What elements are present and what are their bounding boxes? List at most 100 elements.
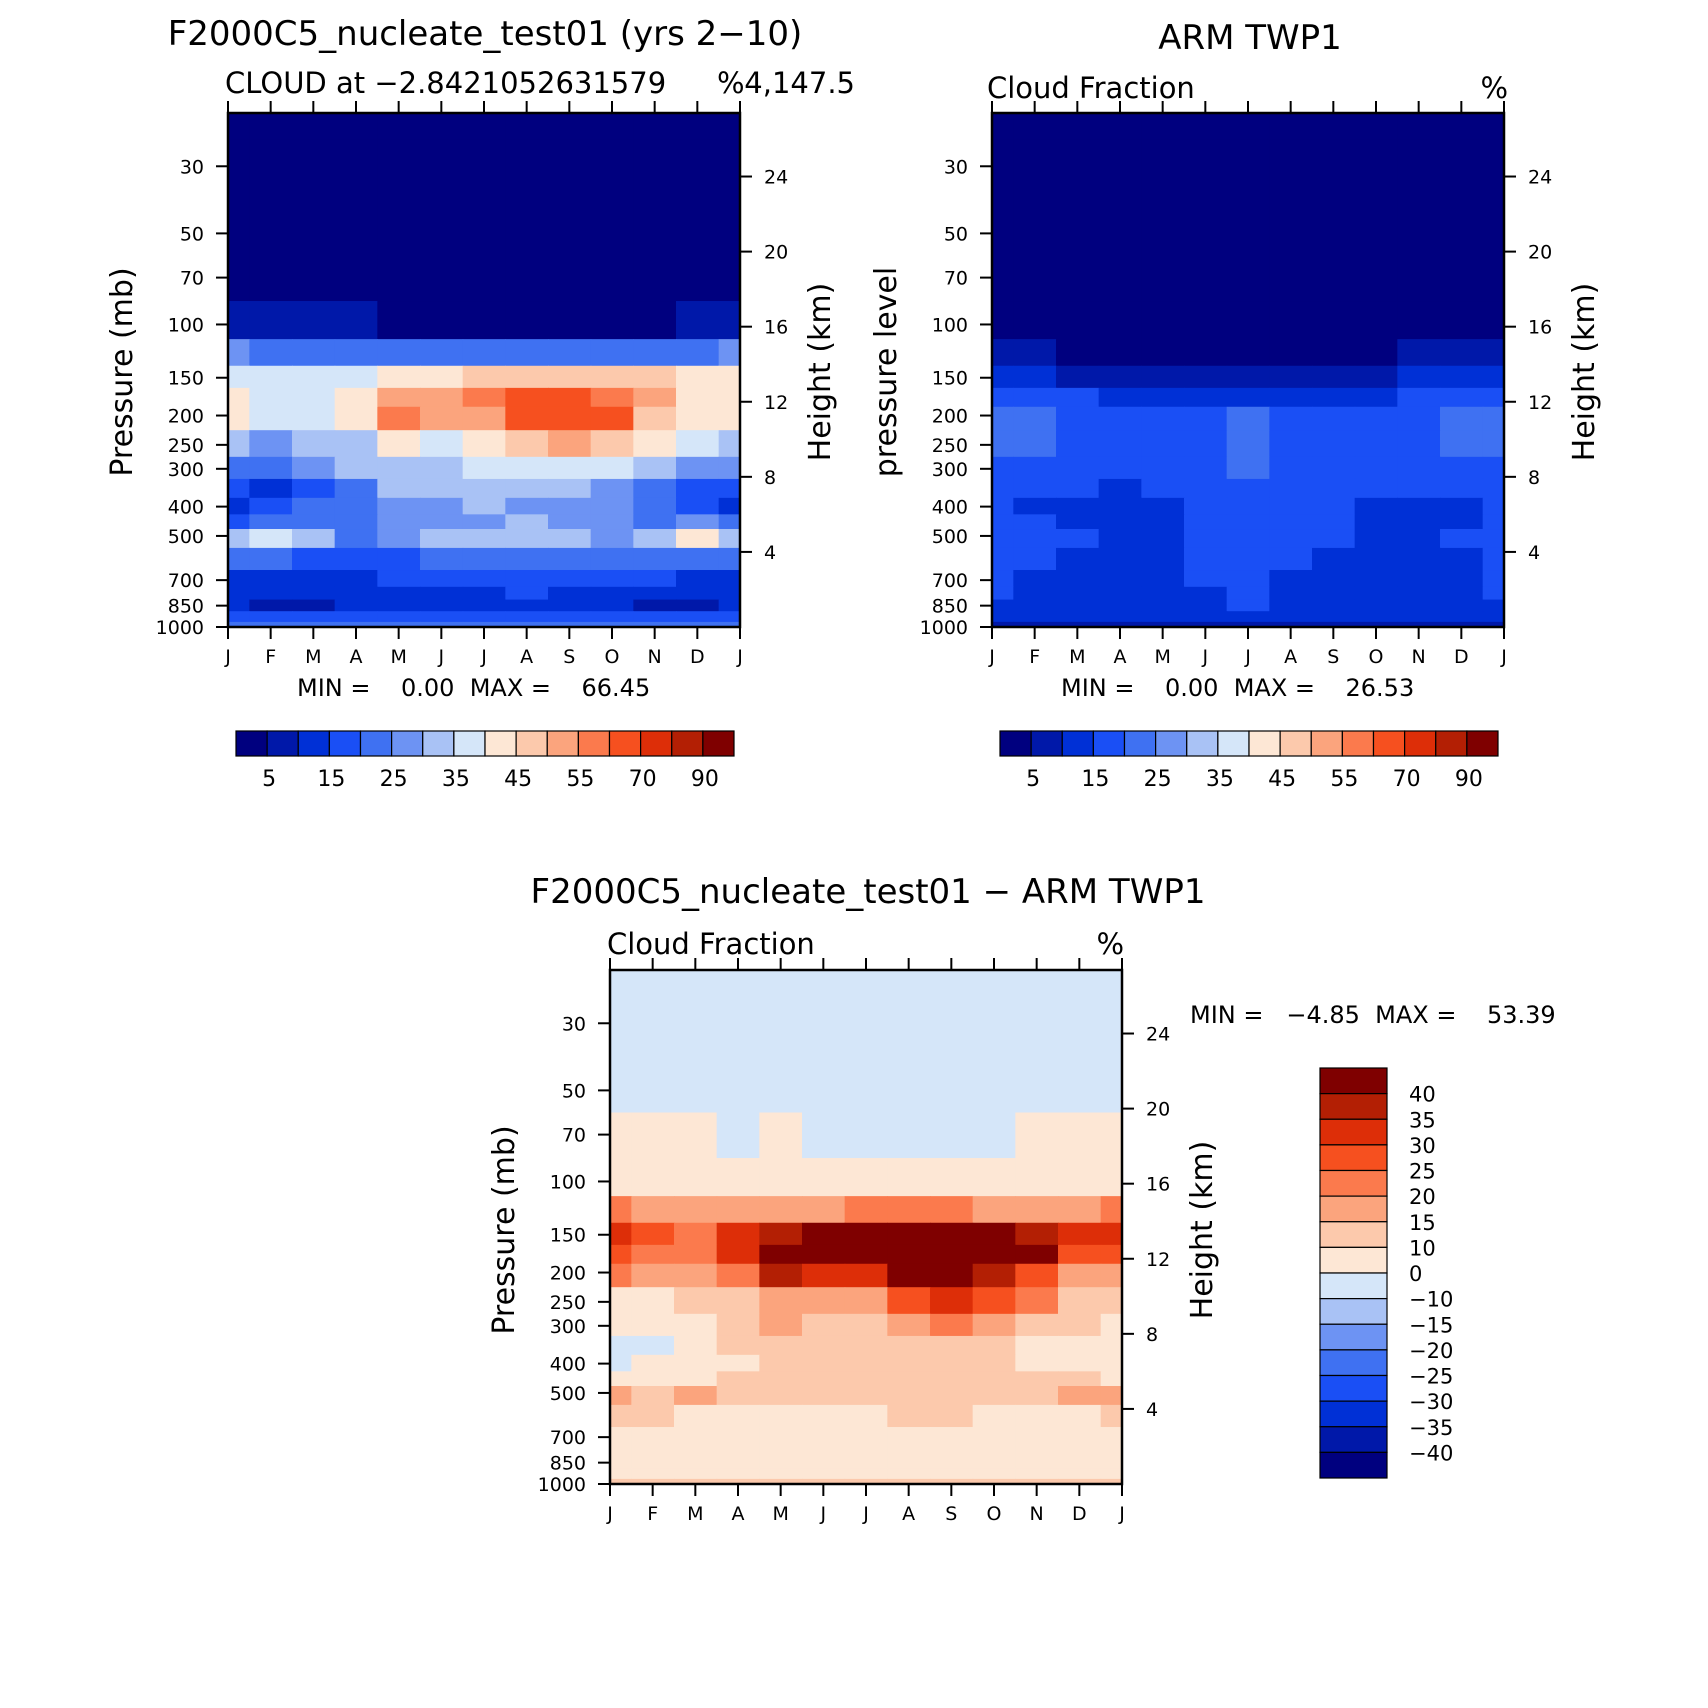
heatmap-cell (462, 139, 506, 201)
heatmap-cell (887, 1404, 931, 1428)
heatmap-cell (1098, 255, 1142, 302)
heatmap-cell (1312, 199, 1356, 257)
heatmap-cell (1015, 1404, 1059, 1428)
heatmap-cell (718, 339, 741, 367)
y-tick-label: 300 (932, 459, 968, 481)
heatmap-cell (1056, 570, 1100, 588)
heatmap-cell (718, 199, 741, 257)
heatmap-cell (1226, 514, 1270, 530)
y-tick-label: 400 (932, 497, 968, 519)
heatmap-cell (1141, 586, 1185, 601)
heatmap-cell (1482, 570, 1505, 588)
heatmap-cell (992, 339, 1014, 367)
y-tick-label: 70 (944, 268, 968, 290)
heatmap-cell (674, 1386, 718, 1406)
heatmap-cell (1184, 547, 1228, 571)
heatmap-cell (1098, 586, 1142, 601)
heatmap-cell (1056, 365, 1100, 389)
heatmap-cell (718, 456, 741, 480)
heatmap-cell (420, 365, 464, 389)
heatmap-cell (802, 1468, 846, 1480)
x-tick-label: F (1029, 646, 1040, 668)
heatmap-cell (759, 1371, 803, 1387)
heatmap-cell (1312, 387, 1356, 408)
heatmap-cell (1397, 339, 1441, 367)
x-tick-label: M (305, 646, 321, 668)
heatmap-cell (1354, 113, 1398, 141)
colorbar-label: 45 (1268, 767, 1296, 792)
heatmap-cells (228, 113, 741, 628)
heatmap-cell (228, 301, 250, 340)
heatmap-cell (992, 387, 1014, 408)
heatmap-cell (1184, 365, 1228, 389)
heatmap-cell (505, 456, 549, 480)
colorbar-label: 35 (1409, 1108, 1436, 1132)
heatmap-cell (249, 599, 293, 612)
heatmap-cell (972, 1056, 1016, 1114)
heatmap-cell (1098, 430, 1142, 458)
heatmap-cell (1482, 514, 1505, 530)
heatmap-cell (1482, 113, 1505, 141)
heatmap-cell (1226, 611, 1270, 623)
heatmap-cell (1056, 547, 1100, 571)
y-tick-label: 150 (550, 1225, 586, 1247)
heatmap-cell (674, 1313, 718, 1337)
heatmap-cell (1141, 621, 1185, 628)
y-tick-label: 70 (562, 1125, 586, 1147)
panel-obs-ylabel: pressure level (869, 267, 904, 477)
colorbar-box (453, 730, 486, 757)
heatmap-cell (249, 430, 293, 458)
heatmap-cell (1098, 199, 1142, 257)
heatmap-cell (1397, 430, 1441, 458)
y-tick-label: 400 (168, 497, 204, 519)
panel-model-minmax: MIN = 0.00 MAX = 66.45 (297, 674, 650, 702)
heatmap-cell (1013, 478, 1057, 499)
heatmap-cell (1312, 514, 1356, 530)
heatmap-cell (1226, 497, 1270, 515)
heatmap-cell (844, 1354, 888, 1372)
heatmap-cell (633, 478, 677, 499)
heatmap-cell (505, 430, 549, 458)
heatmap-cell (674, 1443, 718, 1458)
heatmap-cell (377, 255, 421, 302)
heatmap-cell (1056, 529, 1100, 549)
heatmap-cell (676, 301, 720, 340)
colorbar-box (391, 730, 424, 757)
heatmap-cell (1184, 621, 1228, 628)
heatmap-cell (633, 255, 677, 302)
heatmap-cell (1440, 599, 1484, 612)
heatmap-cell (334, 570, 378, 588)
heatmap-cell (1098, 339, 1142, 367)
x-tick-label: J (438, 646, 445, 668)
heatmap-cell (718, 255, 741, 302)
heatmap-cell (887, 1222, 931, 1246)
heatmap-cell (1098, 478, 1142, 499)
heatmap-cell (1184, 339, 1228, 367)
heatmap-cell (844, 1456, 888, 1469)
heatmap-cell (930, 1112, 974, 1159)
heatmap-cell (1013, 456, 1057, 480)
heatmap-cell (1397, 586, 1441, 601)
heatmap-cell (716, 1478, 760, 1485)
heatmap-cell (718, 497, 741, 515)
heatmap-cell (633, 611, 677, 623)
heatmap-cell (334, 497, 378, 515)
heatmap-cell (930, 1354, 974, 1372)
heatmap-cell (759, 996, 803, 1058)
heatmap-cell (1440, 586, 1484, 601)
colorbar-label: 0 (1409, 1262, 1422, 1286)
heatmap-cell (590, 301, 634, 340)
heatmap-cell (930, 1287, 974, 1315)
heatmap-cell (1482, 255, 1505, 302)
heatmap-cell (590, 611, 634, 623)
heatmap-cell (334, 611, 378, 623)
heatmap-cell (334, 301, 378, 340)
heatmap-cell (1226, 301, 1270, 340)
heatmap-cell (802, 1354, 846, 1372)
heatmap-cell (1100, 1443, 1123, 1458)
heatmap-cell (1354, 570, 1398, 588)
heatmap-cell (676, 547, 720, 571)
heatmap-cell (1141, 611, 1185, 623)
heatmap-cell (228, 621, 250, 628)
